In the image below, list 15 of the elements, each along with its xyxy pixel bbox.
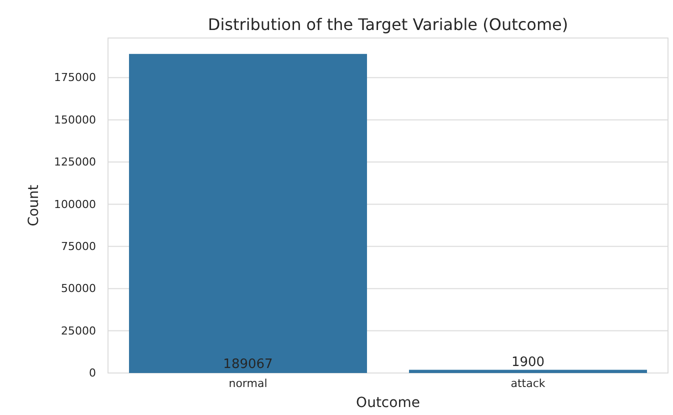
y-tick-label: 50000 <box>61 282 96 296</box>
y-tick-label: 175000 <box>54 71 96 84</box>
data-label: 189067 <box>223 357 273 372</box>
y-tick-label: 150000 <box>54 113 96 126</box>
y-tick-label: 125000 <box>54 156 96 169</box>
y-tick-label: 25000 <box>61 324 96 338</box>
x-axis-title: Outcome <box>356 395 420 411</box>
x-tick-label: normal <box>228 376 268 390</box>
data-label: 1900 <box>511 354 545 370</box>
y-tick-label: 0 <box>89 366 96 380</box>
y-tick-label: 75000 <box>61 240 96 253</box>
x-tick-label: attack <box>510 376 546 390</box>
y-axis-title: Count <box>26 184 42 226</box>
y-tick-label: 100000 <box>54 198 96 211</box>
chart-title: Distribution of the Target Variable (Outcome) <box>208 15 568 34</box>
